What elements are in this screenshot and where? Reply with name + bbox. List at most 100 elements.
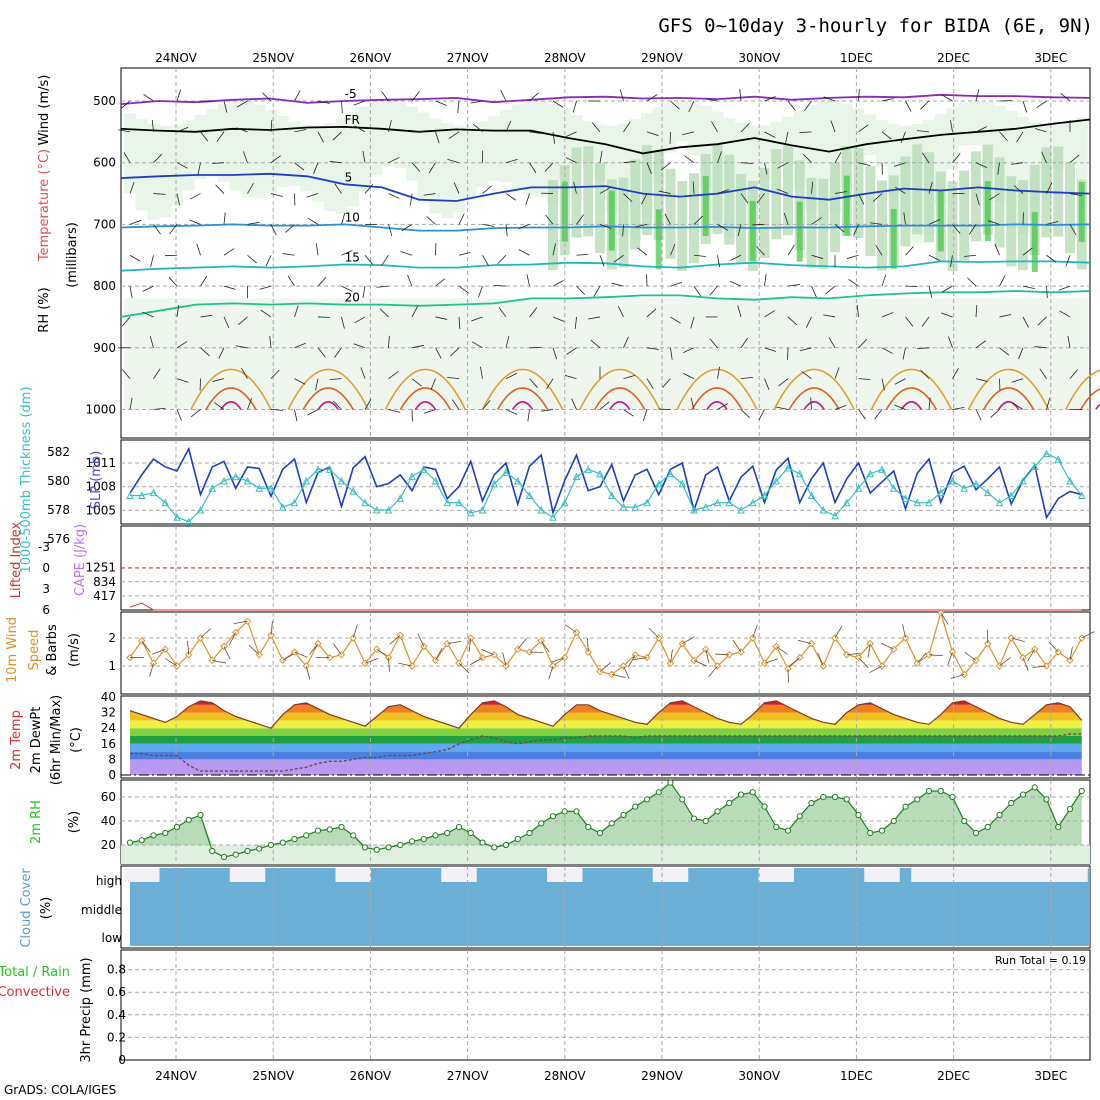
rh-point <box>549 813 557 820</box>
cloud-clear-high <box>1017 868 1029 882</box>
wind-barb <box>265 255 272 267</box>
wind-barb <box>153 368 161 379</box>
wind-barb <box>623 121 631 133</box>
wind-barb <box>294 162 305 171</box>
wind-barb-10m <box>916 652 927 664</box>
warm-contour <box>900 401 923 410</box>
cloud-clear-high <box>758 868 771 882</box>
wind-barb <box>262 92 272 102</box>
rh-point <box>655 789 662 796</box>
wind-barb <box>787 244 795 256</box>
wind-barb <box>1039 368 1047 379</box>
rh-point <box>1078 787 1085 795</box>
wind-barb <box>294 342 306 349</box>
wind-barb <box>247 398 252 410</box>
thickness-point <box>854 484 863 492</box>
wind-barb <box>153 407 166 410</box>
rh-point <box>303 832 310 839</box>
wind-barb-10m <box>869 665 883 673</box>
rh-shade <box>865 166 876 257</box>
wind-barb-10m <box>764 658 778 664</box>
wind-barb <box>858 193 865 205</box>
wind-barb <box>435 316 448 320</box>
wind-barb <box>218 347 225 359</box>
rh-shade <box>723 298 736 410</box>
warm-contour <box>967 368 1050 410</box>
rh-shade <box>265 298 277 410</box>
wind-barb <box>730 254 742 261</box>
rh-shade <box>288 121 301 186</box>
li-line <box>129 602 1082 611</box>
rh-shade <box>347 112 360 207</box>
rh-shade <box>276 115 289 188</box>
wind-barb <box>388 371 399 379</box>
wind-barb <box>270 155 281 164</box>
rh-area <box>130 782 1082 845</box>
rh-point <box>526 829 533 837</box>
wind-barb <box>458 316 461 329</box>
wind-barb <box>858 338 868 349</box>
rh-point <box>455 823 463 831</box>
upper-air-panel: 500 600 700 800 900 1000 -5 FR 5 10 15 20 <box>85 67 1100 439</box>
rh-shade <box>711 298 724 410</box>
wind-barb <box>332 131 342 141</box>
warm-contour <box>579 368 661 410</box>
wind-barb-10m <box>947 651 953 666</box>
slp-tick: 1008 <box>85 480 116 494</box>
wind-barb-10m <box>1027 648 1036 662</box>
thickness-point <box>748 498 757 507</box>
rh-shade <box>724 154 735 245</box>
temp-line <box>129 700 1083 729</box>
wind-barb <box>200 275 208 287</box>
wind-barb <box>426 216 436 225</box>
rh-point <box>538 820 545 827</box>
warm-contour <box>1065 369 1100 410</box>
wind-barb <box>1069 224 1077 235</box>
rh-shade <box>676 298 689 410</box>
wind-barb <box>905 316 914 327</box>
wind-barb <box>611 282 624 287</box>
cape-tick: 417 <box>93 589 116 603</box>
run-total-label: Run Total = 0.19 <box>995 954 1086 967</box>
pressure-tick: 500 <box>93 94 116 108</box>
rh-shade <box>547 298 559 410</box>
wind-barb <box>527 409 530 422</box>
rh-shade <box>758 125 771 179</box>
rh-point <box>902 803 909 810</box>
wind-barb <box>243 151 248 163</box>
date-tick-top: 3DEC <box>1034 51 1067 65</box>
cloud-clear-high <box>570 868 583 882</box>
wind-barb-10m <box>732 640 742 653</box>
thickness-point <box>549 513 557 521</box>
rh-point <box>126 839 134 846</box>
wind-barb <box>900 131 906 144</box>
wind-barb <box>1060 92 1071 102</box>
rh-shade <box>817 298 830 410</box>
wind-barb <box>1013 185 1024 194</box>
rh-point <box>784 827 792 834</box>
wind-barb <box>315 378 319 391</box>
wind-barb-10m <box>940 612 949 625</box>
wind-barb-10m <box>388 657 390 672</box>
wind-barb-10m <box>212 660 227 664</box>
rh-point <box>843 796 850 803</box>
wind-barb <box>599 150 603 163</box>
date-tick-top: 25NOV <box>252 51 294 65</box>
cloud-clear-high <box>359 868 371 882</box>
wind-barb <box>529 307 538 318</box>
thickness-point <box>972 479 980 488</box>
thickness-tick: 576 <box>47 532 70 546</box>
wind-barb <box>143 93 154 102</box>
thickness-point <box>690 505 698 514</box>
wind-barb <box>740 409 750 419</box>
precip-tick: 0 <box>118 1053 126 1067</box>
thickness-point <box>184 517 193 526</box>
rh-shade <box>583 146 594 237</box>
wind-barb-10m <box>447 641 462 644</box>
panel-frame <box>120 439 1091 525</box>
cloud-clear-high <box>981 868 994 882</box>
wind-barb <box>317 131 324 143</box>
rh-shade <box>500 109 512 183</box>
cloud-clear-high <box>934 868 947 882</box>
